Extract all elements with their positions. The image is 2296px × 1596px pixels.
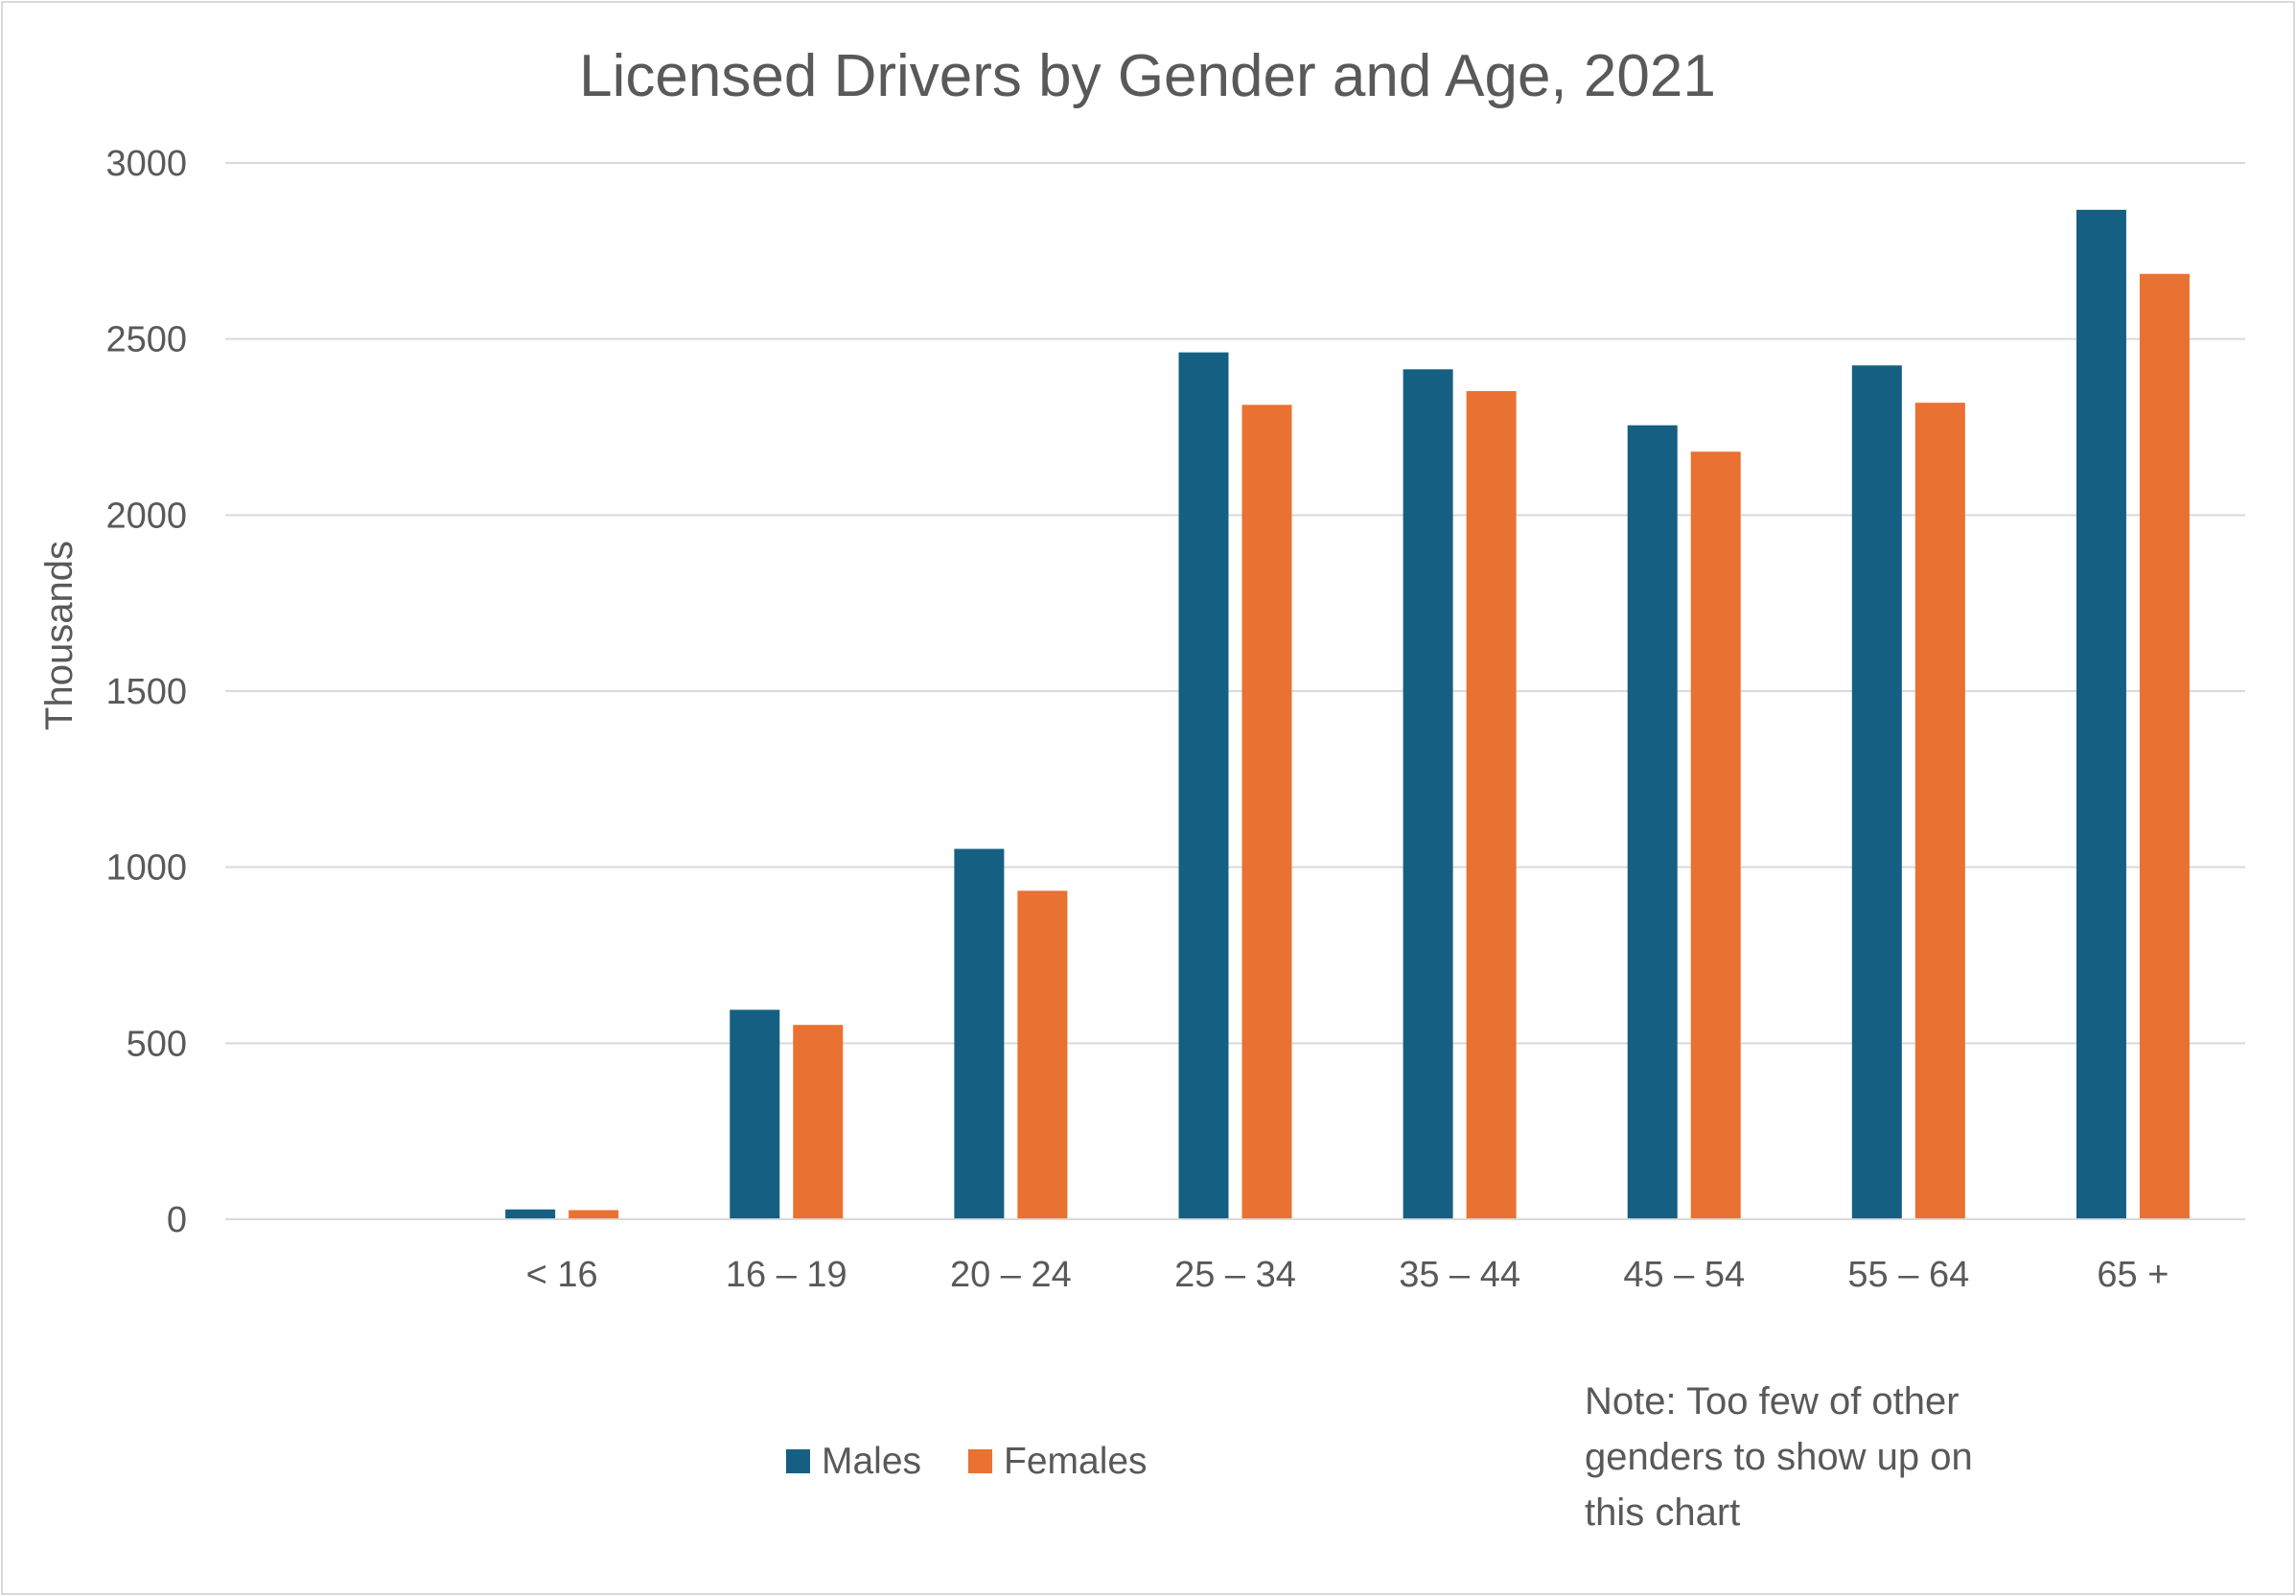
x-tick-label: 25 – 34 [1174, 1255, 1296, 1295]
x-tick-label: 16 – 19 [726, 1255, 847, 1295]
y-tick-label: 0 [167, 1200, 187, 1240]
chart-note: Note: Too few of other genders to show up… [1585, 1380, 1973, 1534]
legend-swatch-males [786, 1449, 810, 1473]
y-axis-ticks: 0 500 1000 1500 2000 2500 3000 [105, 144, 187, 1240]
y-tick-label: 2500 [105, 320, 187, 360]
bar-males [730, 1009, 780, 1219]
bar-females [1914, 403, 1965, 1219]
x-tick-label: 35 – 44 [1399, 1255, 1520, 1295]
bar-males [1851, 365, 1902, 1219]
y-axis-label: Thousands [38, 541, 81, 730]
x-tick-label: 45 – 54 [1623, 1255, 1745, 1295]
y-tick-label: 2000 [105, 496, 187, 536]
bar-females [1466, 391, 1517, 1220]
bar-females [1690, 451, 1741, 1219]
x-tick-label: 55 – 64 [1847, 1255, 1969, 1295]
bar-females [1017, 891, 1068, 1219]
x-tick-label: < 16 [526, 1255, 598, 1295]
legend-label-males: Males [822, 1441, 921, 1482]
bar-males [2076, 209, 2126, 1219]
y-tick-label: 500 [127, 1024, 187, 1064]
legend-swatch-females [968, 1449, 992, 1473]
y-tick-label: 1500 [105, 672, 187, 712]
x-tick-label: 20 – 24 [950, 1255, 1072, 1295]
x-axis-ticks: < 16 16 – 19 20 – 24 25 – 34 35 – 44 45 – 54 5… [526, 1255, 2169, 1295]
bars [505, 209, 2190, 1220]
note-line: genders to show up on [1585, 1436, 1973, 1478]
note-line: Note: Too few of other [1585, 1380, 1960, 1423]
grid-lines [225, 162, 2245, 1045]
bar-females [568, 1210, 619, 1219]
bar-females [793, 1025, 844, 1219]
chart-title: Licensed Drivers by Gender and Age, 2021 [579, 43, 1716, 109]
bar-females [1241, 405, 1292, 1219]
bar-males [1403, 369, 1453, 1219]
bar-males [1627, 425, 1678, 1219]
bar-males [1178, 352, 1229, 1219]
x-tick-label: 65 + [2097, 1255, 2168, 1295]
bar-males [505, 1209, 556, 1219]
note-line: this chart [1585, 1492, 1740, 1534]
bar-males [954, 848, 1005, 1219]
bar-females [2139, 273, 2190, 1220]
y-tick-label: 3000 [105, 144, 187, 184]
legend-label-females: Females [1004, 1441, 1148, 1482]
legend: Males Females [786, 1441, 1148, 1482]
y-tick-label: 1000 [105, 848, 187, 889]
